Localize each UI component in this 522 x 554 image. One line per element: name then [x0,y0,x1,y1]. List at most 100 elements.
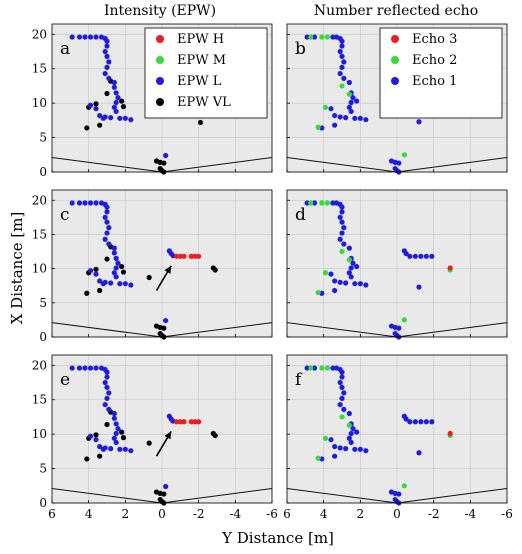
data-point [322,435,329,441]
data-point [401,483,407,489]
data-point [84,290,90,296]
legend-marker [391,77,399,85]
data-point [104,421,110,428]
data-point [161,491,167,497]
data-point [308,200,314,206]
data-point [161,325,167,331]
legend-marker [156,56,164,64]
data-point [192,253,198,259]
data-point [348,99,354,106]
data-point [319,365,325,371]
data-point [348,439,354,446]
data-point [328,271,334,277]
data-point [111,270,117,276]
fov-boundary-line [286,488,398,504]
data-point [304,365,310,371]
data-point [332,443,338,450]
data-point [106,241,112,247]
legend-box [144,27,268,119]
x-axis-label: Y Distance [m] [221,529,334,547]
data-point [401,317,407,323]
data-point [106,75,112,81]
data-point [188,253,194,259]
legend-label: EPW H [177,32,224,47]
data-point [308,34,314,40]
data-point [337,214,343,220]
legend-marker [156,35,164,43]
data-point [416,284,422,290]
data-point [117,115,123,121]
data-point [332,278,338,284]
data-point [348,108,354,115]
data-point [128,448,134,454]
data-point [128,117,134,123]
legend: Echo 3 Echo 2 Echo 1 [379,27,503,119]
data-point [87,200,94,206]
data-point [117,281,123,287]
data-point [418,419,424,425]
x-tick-label: -6 [266,507,278,521]
data-point [412,253,418,259]
data-point [111,415,117,421]
arrow-head [164,431,172,440]
data-point [102,379,108,386]
data-point [111,435,117,441]
data-point [339,395,345,401]
data-point [416,119,422,125]
data-point [357,446,363,452]
data-point [93,106,99,112]
data-point [163,152,169,159]
data-point [407,253,413,259]
data-point [181,419,187,425]
data-point [339,209,345,215]
data-point [97,453,103,459]
legend-marker [156,98,164,106]
data-point [87,365,94,371]
data-point [337,379,343,386]
x-tick-label: -2 [428,507,440,521]
data-point [346,245,352,251]
data-point [343,446,349,452]
data-point [401,152,407,158]
data-point [93,365,99,371]
panel-label: f [295,370,303,390]
data-point [346,91,352,97]
data-point [108,446,114,452]
data-point [97,122,103,128]
data-point [102,214,108,220]
legend: EPW H EPW M EPW L EPW VL [144,27,268,119]
column-title-intensity: Intensity (EPW) [104,3,216,19]
y-tick-label: 10 [32,96,47,110]
data-point [332,287,338,294]
data-point [330,200,336,206]
data-point [315,124,321,130]
data-point [396,325,402,331]
legend-box [379,27,503,119]
data-point [69,200,75,206]
data-point [146,440,152,446]
data-point [212,432,218,439]
panel-c: 0 5 10 15 20 c [32,189,273,344]
data-point [104,64,110,70]
data-point [76,34,83,40]
fov-boundary-line [161,157,273,173]
data-point [330,365,336,371]
data-point [97,112,103,119]
data-point [429,253,435,259]
data-point [113,439,119,446]
data-point [111,79,117,86]
data-point [93,437,99,443]
arrow-head [164,265,172,274]
data-point [115,95,121,101]
data-point [100,446,106,452]
data-point [104,90,110,97]
data-point [87,102,94,108]
fov-boundary-line [51,488,163,504]
data-point [363,448,369,454]
data-point [346,79,352,86]
data-point [115,426,121,432]
data-point [332,122,338,128]
data-point [177,419,183,425]
data-point [407,419,413,425]
data-point [396,491,402,497]
